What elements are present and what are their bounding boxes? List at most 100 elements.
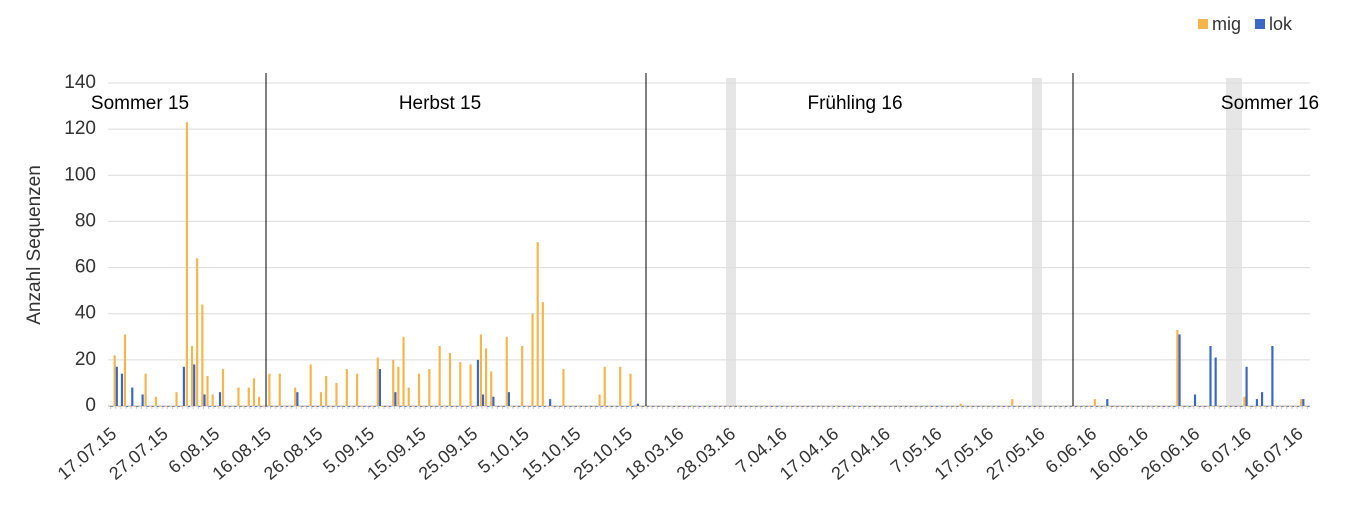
- bar: [577, 406, 581, 407]
- bar: [482, 394, 485, 406]
- bar: [827, 406, 830, 407]
- bar: [201, 304, 204, 406]
- bar: [190, 346, 194, 406]
- bar: [760, 406, 763, 407]
- bar: [784, 406, 787, 407]
- bar: [557, 406, 560, 407]
- bar: [149, 406, 152, 407]
- bar: [871, 406, 875, 407]
- bar: [773, 406, 777, 407]
- bar: [753, 406, 756, 407]
- bar: [949, 406, 952, 407]
- bar: [652, 406, 655, 407]
- bar: [402, 336, 405, 406]
- bar: [982, 406, 985, 407]
- bar: [1238, 406, 1241, 407]
- bar: [1188, 406, 1191, 407]
- bar: [959, 403, 962, 406]
- bar: [696, 406, 699, 407]
- bar: [325, 376, 328, 406]
- bar: [123, 334, 127, 406]
- bar: [1152, 406, 1155, 407]
- bar: [763, 406, 766, 407]
- bar: [1286, 406, 1289, 407]
- bar: [165, 406, 168, 407]
- bar: [129, 406, 132, 407]
- bar: [221, 369, 225, 406]
- bar: [459, 362, 462, 406]
- bar: [435, 406, 438, 407]
- x-tick-label: 16.07.16: [1240, 423, 1307, 483]
- bar: [1126, 406, 1130, 407]
- bar: [265, 406, 268, 407]
- bar: [1028, 406, 1032, 407]
- bar: [378, 369, 382, 406]
- bar: [216, 406, 219, 407]
- bar: [345, 369, 348, 406]
- bar: [322, 406, 325, 407]
- bar: [110, 406, 113, 407]
- bar: [1224, 406, 1228, 407]
- bar: [905, 406, 908, 407]
- bar: [624, 406, 627, 407]
- bar: [641, 406, 645, 407]
- bar: [884, 406, 887, 407]
- bar: [541, 302, 544, 406]
- bar: [1207, 406, 1210, 407]
- bar: [975, 406, 978, 407]
- bar: [1064, 406, 1068, 407]
- bar: [1073, 406, 1076, 407]
- bar: [1271, 346, 1274, 406]
- bar: [608, 406, 611, 407]
- bar: [497, 406, 500, 407]
- bar: [280, 406, 283, 407]
- bar: [512, 406, 516, 407]
- bar: [585, 406, 588, 407]
- bar: [1253, 406, 1256, 407]
- bar: [224, 406, 227, 407]
- bar: [1090, 406, 1093, 407]
- bar: [1302, 399, 1305, 406]
- bar: [990, 406, 993, 407]
- bar: [619, 366, 622, 406]
- bar: [1111, 406, 1114, 407]
- bar: [583, 406, 586, 407]
- bar: [1034, 406, 1037, 407]
- bar: [711, 406, 715, 407]
- bar: [670, 406, 673, 407]
- bar: [837, 406, 841, 407]
- bar: [1023, 406, 1026, 407]
- bar: [562, 369, 565, 406]
- bar: [846, 406, 849, 407]
- bar: [902, 406, 906, 407]
- bar: [1109, 406, 1112, 407]
- bar: [672, 406, 676, 407]
- bar: [779, 406, 782, 407]
- bar: [507, 392, 510, 406]
- bar: [1171, 406, 1174, 407]
- bar: [533, 406, 536, 407]
- bar: [923, 406, 926, 407]
- bar: [549, 399, 552, 406]
- bar: [722, 406, 725, 407]
- bar: [316, 406, 320, 407]
- bar: [386, 406, 390, 407]
- bar: [218, 392, 222, 406]
- bar: [423, 406, 426, 407]
- bar: [363, 406, 366, 407]
- bar: [675, 406, 679, 407]
- bar: [603, 366, 606, 406]
- bar: [247, 387, 250, 406]
- bar: [283, 406, 286, 407]
- bar: [350, 406, 354, 407]
- bar: [1057, 406, 1060, 407]
- bar: [1104, 406, 1107, 407]
- bar: [817, 406, 820, 407]
- bar: [474, 406, 477, 407]
- bar: [337, 406, 340, 407]
- bar: [1186, 406, 1189, 407]
- bar: [851, 406, 854, 407]
- bar: [1000, 406, 1004, 407]
- bar: [487, 406, 490, 407]
- bar: [157, 406, 160, 407]
